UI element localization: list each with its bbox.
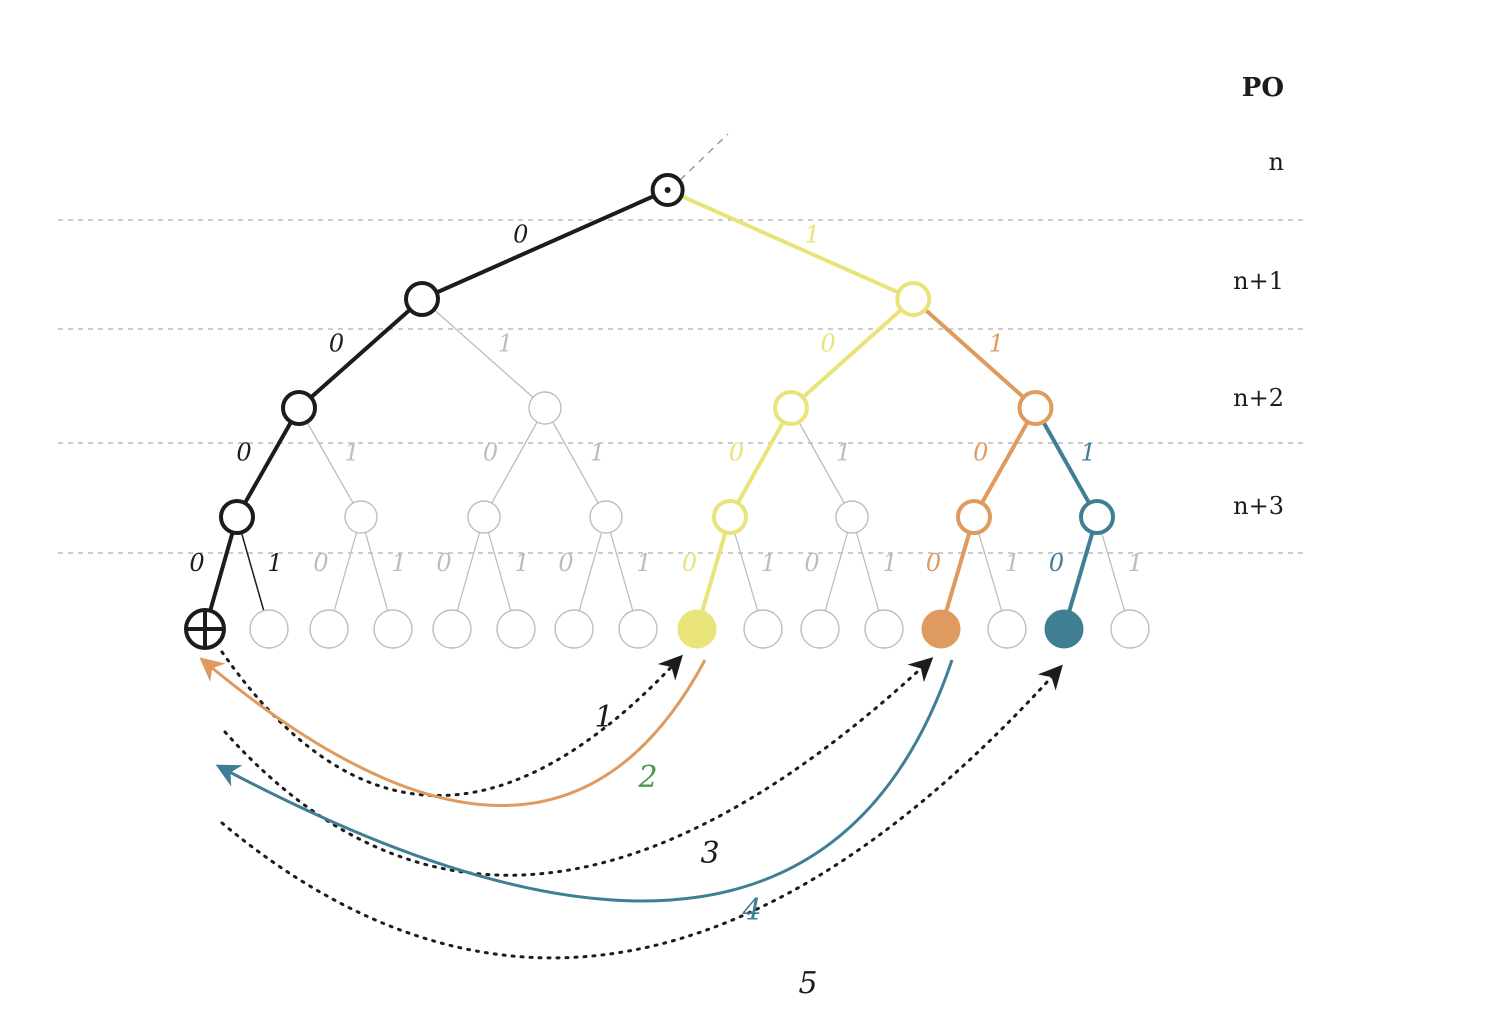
arc-label-2: 2 xyxy=(637,760,657,795)
leaf-node xyxy=(432,609,472,649)
edge-bit-label: 0 xyxy=(682,549,697,577)
tree-node xyxy=(835,500,869,534)
tree-edge xyxy=(544,407,607,518)
edge-bit-label: 0 xyxy=(558,549,573,577)
tree-node xyxy=(773,390,809,426)
po-header: PO xyxy=(1242,73,1284,103)
circle-plus-icon xyxy=(186,610,224,648)
tree-edges xyxy=(203,188,1131,631)
level-separators xyxy=(58,219,1305,554)
tree-node xyxy=(956,499,992,535)
tree-edge xyxy=(297,297,424,410)
leaf-node xyxy=(309,609,349,649)
tree-edge xyxy=(790,407,853,518)
edge-bit-label: 1 xyxy=(836,439,851,467)
edge-bit-label: 0 xyxy=(926,549,941,577)
arc-2 xyxy=(199,657,707,807)
edge-bit-label: 0 xyxy=(804,549,819,577)
leaf-node xyxy=(249,609,289,649)
edge-bit-label: 0 xyxy=(236,439,251,467)
edge-bit-label: 0 xyxy=(513,221,528,249)
tree-node xyxy=(467,500,501,534)
circle-dot-icon xyxy=(664,187,671,193)
edge-bit-label: 1 xyxy=(1128,549,1143,577)
tree-edge xyxy=(665,188,916,301)
leaf-node xyxy=(864,609,904,649)
leaf-node xyxy=(987,609,1027,649)
edge-bit-label: 1 xyxy=(514,549,529,577)
leaf-node xyxy=(1044,609,1084,649)
tree-edge xyxy=(911,297,1038,410)
arc-label-1: 1 xyxy=(594,700,613,735)
edge-bit-label: 0 xyxy=(1049,549,1064,577)
leaf-node xyxy=(554,609,594,649)
edge-bit-label: 1 xyxy=(590,439,605,467)
edge-bit-label: 0 xyxy=(313,549,328,577)
tree-node xyxy=(1017,390,1054,426)
traversal-arcs xyxy=(199,650,1063,960)
leaf-node xyxy=(496,609,536,649)
edge-bit-label: 1 xyxy=(989,330,1004,358)
tree-node xyxy=(219,499,255,535)
tree-node xyxy=(895,281,932,317)
tree-edge xyxy=(483,407,546,518)
level-label-n: n xyxy=(1269,148,1284,176)
edge-bit-label: 1 xyxy=(805,221,820,249)
leaf-node xyxy=(1110,609,1150,649)
edge-bit-label: 1 xyxy=(344,439,359,467)
level-label-n1: n+1 xyxy=(1233,267,1284,295)
leaf-node xyxy=(921,609,961,649)
tree-node xyxy=(589,500,623,534)
arc-label-4: 4 xyxy=(741,893,761,928)
tree-node xyxy=(1079,499,1115,535)
tree-node xyxy=(281,390,317,426)
arc-labels: 1 2 3 4 5 xyxy=(594,700,817,1001)
leaf-node xyxy=(800,609,840,649)
tree-edge xyxy=(235,406,301,519)
edge-bit-label: 0 xyxy=(329,330,344,358)
edge-bit-label: 0 xyxy=(436,549,451,577)
level-label-n3: n+3 xyxy=(1233,492,1284,520)
edge-bit-label: 0 xyxy=(973,439,988,467)
tree-node xyxy=(528,391,562,425)
arc-label-5: 5 xyxy=(798,966,817,1001)
edge-bit-label: 0 xyxy=(189,549,204,577)
tree-edge-labels: 0 10 1 0 10 1 0 1 0 1 0 10 1 0 1 0 1 0 1 0 1 0 1 0 1 0 1 xyxy=(189,221,1143,578)
edge-bit-label: 1 xyxy=(761,549,776,577)
edge-bit-label: 0 xyxy=(729,439,744,467)
tree-node xyxy=(404,281,440,317)
leaf-node xyxy=(743,609,783,649)
tree-nodes xyxy=(184,173,1150,650)
tree-edge xyxy=(420,188,670,301)
arc-label-3: 3 xyxy=(700,836,719,871)
edge-bit-label: 1 xyxy=(391,549,406,577)
tree-node xyxy=(344,500,378,534)
tree-edge xyxy=(421,298,546,409)
leaf-node xyxy=(373,609,413,649)
tree-edge xyxy=(728,406,793,519)
leaf-node xyxy=(677,609,717,649)
edge-bit-label: 1 xyxy=(636,549,651,577)
arc-3 xyxy=(223,657,934,877)
arc-4 xyxy=(215,659,954,903)
edge-bit-label: 1 xyxy=(267,549,282,577)
root-parent-link xyxy=(679,133,729,181)
tree-edge xyxy=(298,407,362,518)
edge-bit-label: 1 xyxy=(882,549,897,577)
tree-edge xyxy=(972,406,1038,519)
arc-5 xyxy=(220,664,1063,960)
edge-bit-label: 1 xyxy=(498,330,513,358)
edge-bit-label: 0 xyxy=(820,330,835,358)
leaf-node xyxy=(618,609,658,649)
edge-bit-label: 1 xyxy=(1081,439,1096,467)
edge-bit-label: 0 xyxy=(483,439,498,467)
tree-edge xyxy=(789,297,916,410)
tree-edge xyxy=(1033,406,1099,519)
tree-node xyxy=(712,499,748,535)
edge-bit-label: 1 xyxy=(1005,549,1020,577)
level-label-n2: n+2 xyxy=(1233,384,1284,412)
arc-1 xyxy=(220,650,683,797)
